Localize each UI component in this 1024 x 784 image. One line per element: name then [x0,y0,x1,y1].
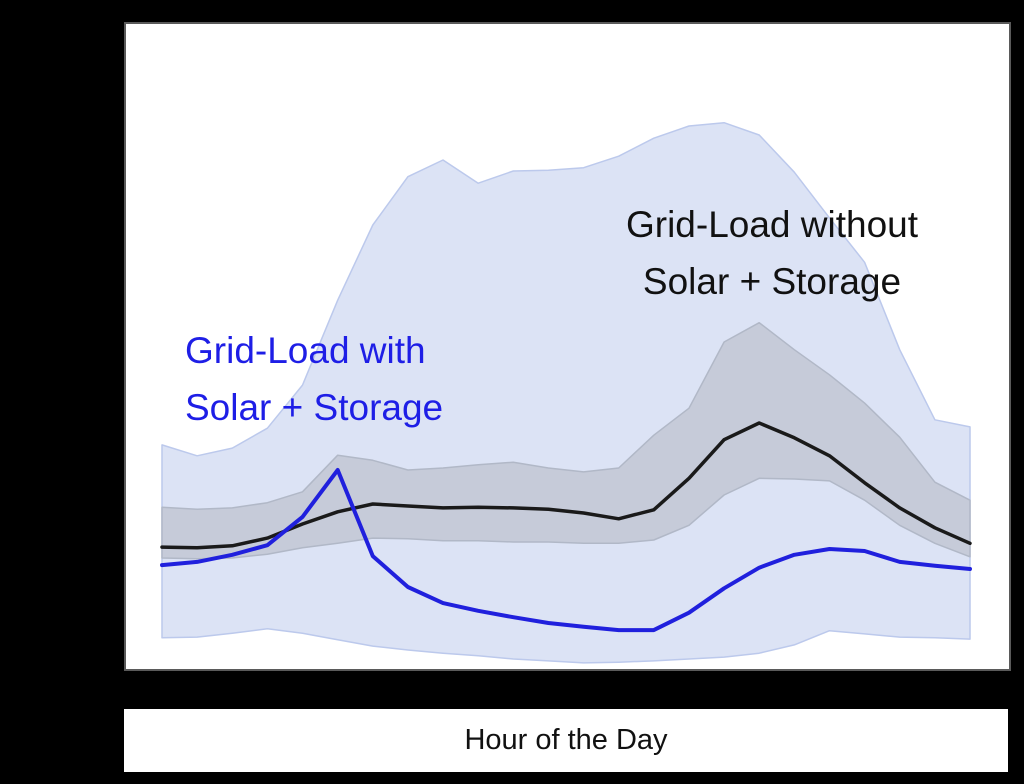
x-axis-label-box: Hour of the Day [124,709,1008,772]
x-axis-label: Hour of the Day [464,724,668,756]
annotation-with-solar: Grid-Load with Solar + Storage [185,322,443,436]
line-without-mean [160,421,972,550]
annotation-without-solar: Grid-Load without Solar + Storage [626,196,918,310]
annotation-without-line-2: Solar + Storage [642,261,902,302]
annotation-with-line-1: Grid-Load with [185,330,426,371]
series-layer [160,121,972,664]
band-without-band [161,321,971,560]
annotation-without-line-1: Grid-Load without [625,204,919,245]
annotation-with-line-2: Solar + Storage [185,387,444,428]
line-with-mean [160,468,972,633]
